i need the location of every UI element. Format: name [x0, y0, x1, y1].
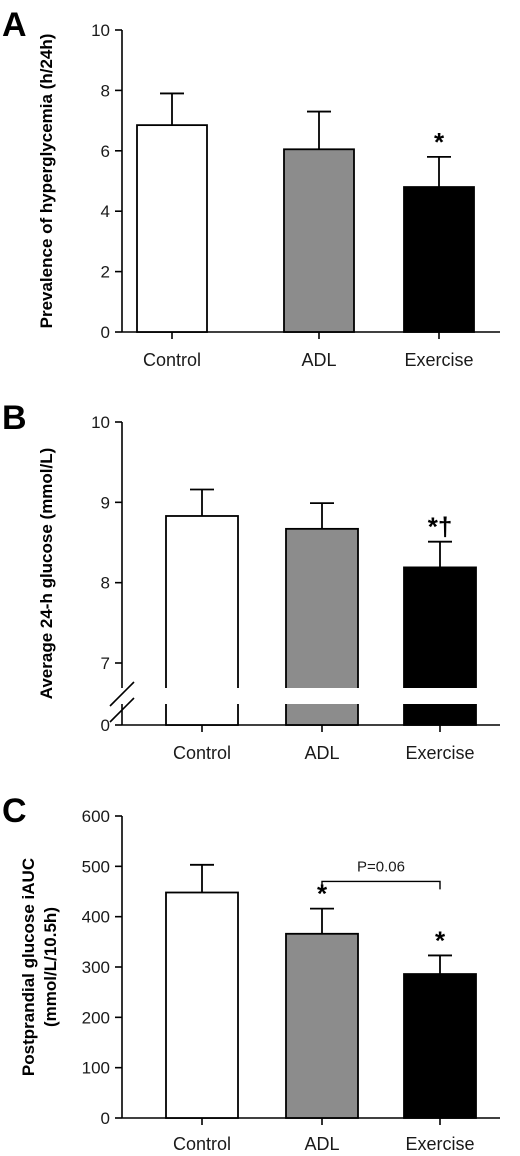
x-tick-label: ADL — [304, 1134, 339, 1154]
y-axis-title: Postprandial glucose iAUC (mmol/L/10.5h) — [19, 858, 60, 1076]
x-tick-label: ADL — [301, 350, 336, 370]
panel-label: C — [2, 792, 27, 830]
x-tick-label: Control — [173, 1134, 231, 1154]
y-tick-label: 10 — [91, 413, 110, 432]
x-tick-label: Control — [173, 743, 231, 763]
bar-adl — [285, 932, 359, 1119]
x-tick-label: Control — [143, 350, 201, 370]
y-axis-title: Average 24-h glucose (mmol/L) — [37, 448, 56, 700]
panel-c: C Postprandial glucose iAUC (mmol/L/10.5h)… — [2, 792, 500, 1154]
panel-label: A — [2, 6, 27, 44]
y-tick-label: 9 — [101, 493, 110, 512]
panel-a: A Prevalence of hyperglycemia (h/24h) 0 2 4 6… — [2, 6, 500, 370]
y-tick-label: 6 — [101, 142, 110, 161]
x-tick-label: Exercise — [405, 1134, 474, 1154]
y-tick-label: 8 — [101, 574, 110, 593]
y-tick-label: 0 — [101, 1109, 110, 1128]
panel-label: B — [2, 399, 27, 437]
y-tick-label: 500 — [82, 857, 110, 876]
significance-marker: * — [434, 127, 445, 157]
y-tick-label: 200 — [82, 1008, 110, 1027]
y-axis-title: Prevalence of hyperglycemia (h/24h) — [37, 34, 56, 329]
bar-exercise — [403, 186, 475, 333]
y-tick-label: 300 — [82, 958, 110, 977]
x-tick-label: ADL — [304, 743, 339, 763]
y-tick-label: 2 — [101, 263, 110, 282]
y-tick-label: 100 — [82, 1059, 110, 1078]
bar-control — [136, 124, 208, 333]
comparison-bracket — [321, 880, 441, 890]
bar-control — [165, 891, 239, 1119]
y-tick-label: 4 — [101, 202, 110, 221]
y-tick-label: 10 — [91, 21, 110, 40]
significance-marker: * — [435, 925, 446, 955]
y-tick-label: 7 — [101, 654, 110, 673]
y-tick-label: 0 — [101, 716, 110, 735]
y-axis-title-line: Postprandial glucose iAUC — [19, 858, 38, 1076]
y-tick-label: 400 — [82, 908, 110, 927]
axis-break-mark — [109, 681, 135, 707]
significance-marker: * — [317, 879, 328, 909]
x-tick-label: Exercise — [405, 743, 474, 763]
axis-break-mark — [109, 697, 135, 723]
axis-break-gap — [100, 688, 505, 704]
y-axis-title-line: (mmol/L/10.5h) — [41, 907, 60, 1027]
bar-adl — [283, 148, 355, 333]
bar-exercise — [403, 973, 477, 1119]
y-tick-label: 600 — [82, 807, 110, 826]
x-tick-label: Exercise — [404, 350, 473, 370]
significance-marker: *† — [428, 512, 453, 542]
p-value-label: P=0.06 — [357, 858, 405, 875]
panel-b: B Average 24-h glucose (mmol/L) 0 7 8 9 10 Cont… — [2, 399, 505, 763]
y-tick-label: 8 — [101, 81, 110, 100]
y-tick-label: 0 — [101, 323, 110, 342]
